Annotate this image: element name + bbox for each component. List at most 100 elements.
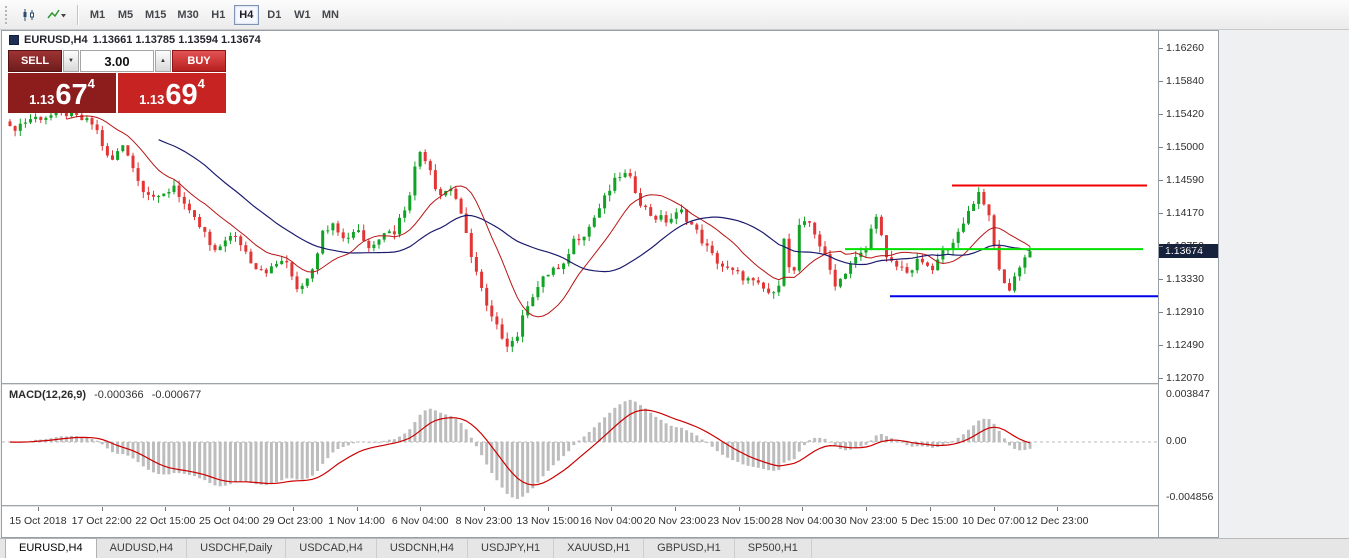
timeframe-h4[interactable]: H4	[233, 4, 259, 25]
time-axis-tick	[929, 507, 931, 511]
price-axis-label: 1.13750	[1166, 240, 1204, 252]
buy-button[interactable]: BUY	[172, 50, 226, 72]
price-axis-label: 1.12910	[1166, 306, 1204, 318]
time-axis-label: 8 Nov 23:00	[455, 515, 513, 527]
time-axis-tick	[866, 507, 868, 511]
time-axis-label: 13 Nov 15:00	[516, 515, 579, 527]
volume-field[interactable]: 3.00	[80, 50, 154, 72]
price-axis-tick	[1159, 246, 1163, 247]
time-axis-tick	[165, 507, 167, 511]
chart-ohlc-values: 1.13661 1.13785 1.13594 1.13674	[92, 34, 261, 46]
time-axis-label: 23 Nov 15:00	[707, 515, 770, 527]
chart-header: EURUSD,H4 1.13661 1.13785 1.13594 1.1367…	[9, 34, 261, 46]
macd-indicator-label: MACD(12,26,9) -0.000366 -0.000677	[9, 389, 201, 401]
time-axis-tick	[420, 507, 422, 511]
chart-tools-icon[interactable]	[44, 4, 70, 26]
sell-price-box[interactable]: 1.13 67 4	[8, 73, 116, 113]
chart-symbol-label: EURUSD,H4	[24, 34, 88, 46]
time-axis-label: 20 Nov 23:00	[643, 515, 707, 527]
price-axis-tick	[1159, 213, 1163, 214]
price-axis-tick	[1159, 345, 1163, 346]
price-axis-tick	[1159, 114, 1163, 115]
timeframe-m15[interactable]: M15	[141, 5, 170, 25]
time-axis-label: 30 Nov 23:00	[834, 515, 898, 527]
buy-price-prefix: 1.13	[139, 92, 165, 107]
time-axis-label: 22 Oct 15:00	[135, 515, 196, 527]
timeframe-m5[interactable]: M5	[113, 5, 138, 25]
timeframe-h1[interactable]: H1	[206, 5, 231, 25]
price-axis-label: 1.15840	[1166, 75, 1204, 87]
buy-price-big: 69	[165, 79, 198, 111]
current-price-badge: 1.13674	[1159, 244, 1218, 259]
toolbar-grip[interactable]	[5, 5, 10, 24]
macd-name: MACD(12,26,9)	[9, 389, 87, 401]
chart-tab-audusd-h4[interactable]: AUDUSD,H4	[97, 539, 188, 558]
price-axis-tick	[1159, 378, 1163, 379]
price-axis-label: 1.13330	[1166, 273, 1204, 285]
price-axis-tick	[1159, 48, 1163, 49]
time-axis-label: 15 Oct 2018	[9, 515, 67, 527]
timeframe-m30[interactable]: M30	[173, 5, 202, 25]
chart-tab-xauusd-h1[interactable]: XAUUSD,H1	[554, 539, 645, 558]
time-axis-label: 5 Dec 15:00	[901, 515, 959, 527]
time-axis-tick	[738, 507, 740, 511]
time-axis-label: 17 Oct 22:00	[71, 515, 132, 527]
timeframe-d1[interactable]: D1	[262, 5, 287, 25]
timeframe-m1[interactable]: M1	[85, 5, 110, 25]
macd-chart[interactable]	[2, 385, 1158, 505]
chart-tab-usdcad-h4[interactable]: USDCAD,H4	[286, 539, 377, 558]
macd-axis-bottom: -0.004856	[1166, 491, 1214, 503]
macd-axis-top: 0.003847	[1166, 388, 1210, 400]
time-axis-label: 28 Nov 04:00	[771, 515, 834, 527]
buy-price-box[interactable]: 1.13 69 4	[118, 73, 226, 113]
macd-main-value: -0.000366	[94, 389, 144, 401]
chart-tab-eurusd-h4[interactable]: EURUSD,H4	[5, 538, 97, 558]
time-axis[interactable]: 15 Oct 2018 17 Oct 22:00 22 Oct 15:00 25 Oc…	[2, 507, 1158, 537]
timeframe-mn[interactable]: MN	[318, 5, 343, 25]
price-axis-label: 1.12490	[1166, 339, 1204, 351]
time-axis-tick	[611, 507, 613, 511]
chart-tab-usdcnh-h4[interactable]: USDCNH,H4	[377, 539, 469, 558]
candlestick-chart-icon[interactable]	[16, 4, 42, 26]
macd-panel-separator[interactable]	[2, 383, 1218, 385]
time-axis-label: 12 Dec 23:00	[1025, 515, 1089, 527]
sell-price-pip: 4	[87, 76, 95, 91]
chart-symbol-icon	[9, 35, 19, 45]
sell-price-prefix: 1.13	[29, 92, 55, 107]
dropdown-caret-icon	[61, 13, 66, 17]
time-axis-label: 1 Nov 14:00	[328, 515, 385, 527]
timeframe-buttons: M1 M5 M15 M30 H1 H4 D1 W1 MN	[85, 4, 343, 25]
line-chart-glyph	[47, 9, 66, 18]
price-axis-label: 1.14590	[1166, 174, 1204, 186]
volume-decrease-button[interactable]: ▼	[63, 50, 79, 72]
sell-button[interactable]: SELL	[8, 50, 62, 72]
trade-controls-row: SELL ▼ 3.00 ▲ BUY	[8, 50, 226, 72]
time-axis-label: 6 Nov 04:00	[391, 515, 449, 527]
macd-axis-zero: 0.00	[1166, 435, 1187, 447]
price-chart[interactable]	[2, 31, 1158, 383]
price-axis[interactable]: 1.13674 0.003847 0.00 -0.004856 1.16260 1…	[1158, 31, 1218, 537]
chart-tab-gbpusd-h1[interactable]: GBPUSD,H1	[644, 539, 735, 558]
timeframe-w1[interactable]: W1	[290, 5, 315, 25]
chart-tab-usdjpy-h1[interactable]: USDJPY,H1	[468, 539, 555, 558]
toolbar-separator	[77, 4, 78, 25]
time-axis-tick	[675, 507, 676, 511]
price-axis-label: 1.15420	[1166, 108, 1204, 120]
time-axis-label: 29 Oct 23:00	[262, 515, 323, 527]
time-axis-tick	[38, 507, 39, 511]
time-axis-tick	[292, 507, 294, 511]
time-axis-label: 25 Oct 04:00	[199, 515, 260, 527]
volume-increase-button[interactable]: ▲	[155, 50, 171, 72]
price-axis-label: 1.12070	[1166, 372, 1204, 384]
time-axis-tick	[1057, 507, 1059, 511]
chart-tab-sp500-h1[interactable]: SP500,H1	[735, 539, 812, 558]
time-axis-tick	[993, 507, 995, 511]
trade-prices-row: 1.13 67 4 1.13 69 4	[8, 73, 226, 113]
sell-price-big: 67	[55, 79, 88, 111]
price-axis-tick	[1159, 279, 1163, 280]
price-axis-label: 1.14170	[1166, 207, 1204, 219]
chart-tab-usdchf-daily[interactable]: USDCHF,Daily	[187, 539, 287, 558]
macd-signal-value: -0.000677	[151, 389, 202, 401]
time-axis-tick	[483, 507, 485, 511]
